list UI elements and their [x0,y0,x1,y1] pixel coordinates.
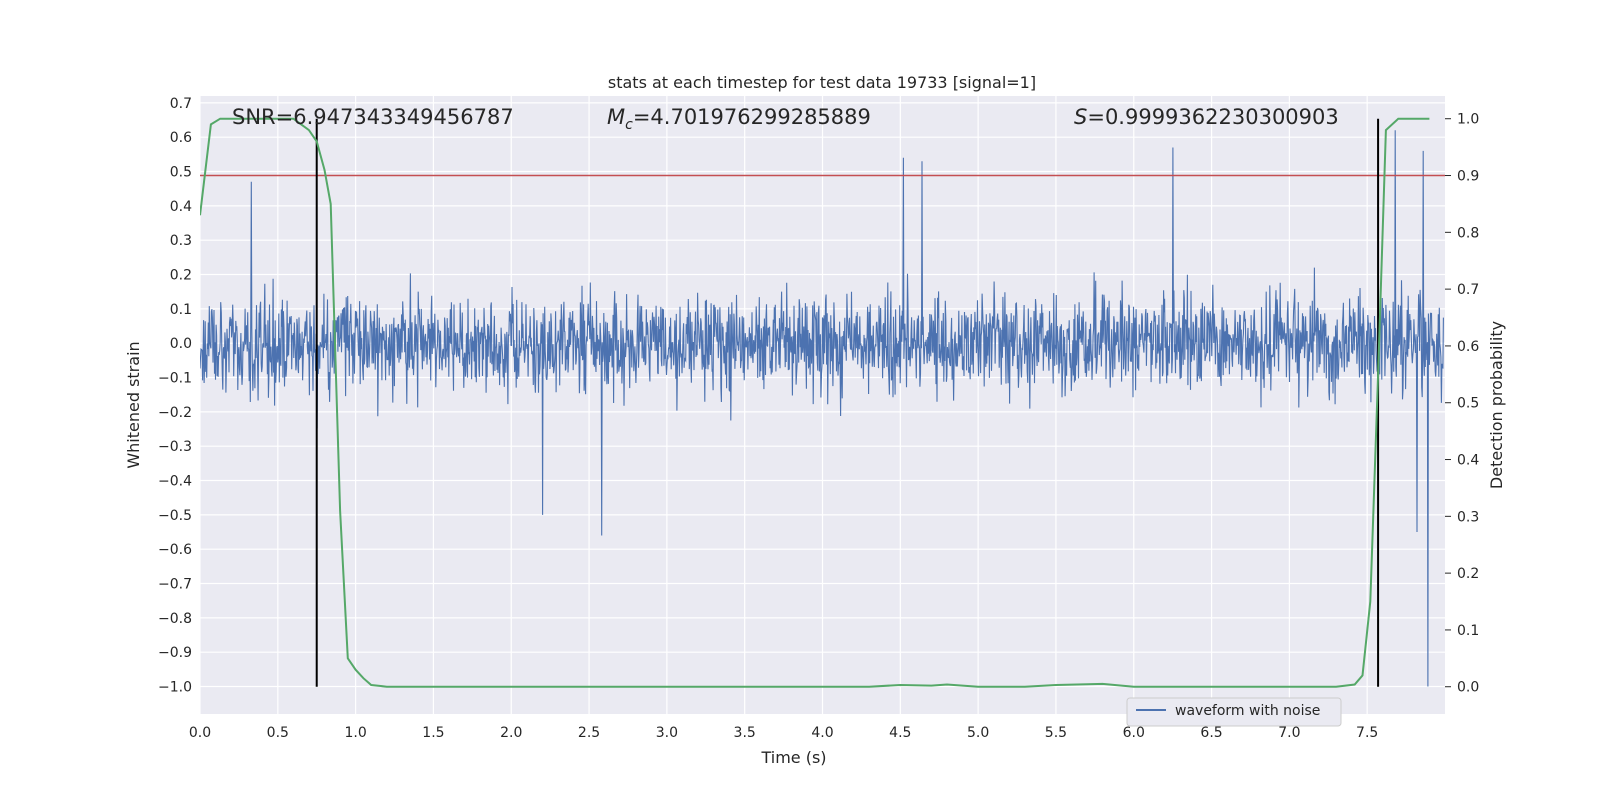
score-annotation: S=0.9999362230300903 [1074,105,1339,129]
y2-tick-label: 0.6 [1457,339,1479,355]
y-tick-label: −0.3 [158,439,192,455]
y-tick-label: 0.5 [170,165,192,181]
x-axis-title: Time (s) [760,748,826,767]
y2-tick-label: 0.1 [1457,623,1479,639]
y-tick-label: −0.9 [158,645,192,661]
x-tick-label: 4.5 [889,725,911,741]
x-tick-label: 7.0 [1278,725,1300,741]
y2-tick-label: 0.2 [1457,566,1479,582]
y2-tick-label: 0.8 [1457,225,1479,241]
y2-tick-label: 0.0 [1457,680,1479,696]
y-tick-label: −1.0 [158,680,192,696]
mc-value: =4.701976299285889 [633,105,871,129]
snr-annotation: SNR=6.947343349456787 [232,105,514,129]
x-tick-label: 0.5 [267,725,289,741]
x-tick-label: 4.0 [811,725,833,741]
y2-tick-label: 0.7 [1457,282,1479,298]
grid-lines [199,96,1445,714]
chirp-mass-annotation: Mc=4.701976299285889 [607,105,871,133]
y-tick-label: −0.4 [158,474,192,490]
waveform-series [200,130,1444,687]
x-tick-label: 0.0 [189,725,211,741]
y2-tick-label: 0.5 [1457,396,1479,412]
legend-box [1126,697,1342,727]
x-tick-label: 2.5 [578,725,600,741]
y-tick-label: 0.2 [170,268,192,284]
x-tick-label: 1.5 [422,725,444,741]
x-tick-label: 6.0 [1123,725,1145,741]
y2-tick-label: 0.3 [1457,509,1479,525]
y2-axis-title: Detection probability [1487,321,1506,489]
y-tick-label: 0.1 [170,302,192,318]
x-tick-label: 3.5 [734,725,756,741]
x-tick-label: 7.5 [1356,725,1378,741]
y-tick-label: −0.5 [158,508,192,524]
y-tick-label: 0.4 [170,199,192,215]
x-tick-label: 5.0 [967,725,989,741]
y2-tick-label: 1.0 [1457,112,1479,128]
y-axis-ticks: 0.7 0.6 0.5 0.4 0.3 0.2 0.1 0.0 −0.1 −0.2 −0.3 −0.4… [158,96,192,696]
x-tick-label: 5.5 [1045,725,1067,741]
x-tick-label: 6.5 [1200,725,1222,741]
y-tick-label: 0.3 [170,233,192,249]
y2-axis-ticks: 1.0 0.9 0.8 0.7 0.6 0.5 0.4 0.3 0.2 0.1 0.0 [1445,112,1479,696]
y-tick-label: 0.7 [170,96,192,112]
s-symbol: S [1074,105,1087,129]
y-tick-label: −0.8 [158,611,192,627]
chart-title: stats at each timestep for test data 197… [608,73,1036,92]
mc-subscript: c [625,117,633,133]
y-tick-label: −0.7 [158,577,192,593]
y-tick-label: 0.0 [170,336,192,352]
y-tick-label: −0.1 [158,371,192,387]
y2-tick-label: 0.4 [1457,453,1479,469]
y-tick-label: −0.6 [158,542,192,558]
x-tick-label: 2.0 [500,725,522,741]
x-tick-label: 1.0 [344,725,366,741]
s-value: =0.9999362230300903 [1087,105,1338,129]
x-axis-ticks: 0.0 0.5 1.0 1.5 2.0 2.5 3.0 3.5 4.0 4.5 5.0 5.5 6.0 6… [189,725,1378,741]
legend: waveform with noise [1126,697,1342,727]
legend-label: waveform with noise [1175,703,1320,719]
detection-probability-series [200,117,1430,688]
y2-tick-label: 0.9 [1457,169,1479,185]
mc-symbol: M [607,105,625,129]
y-tick-label: −0.2 [158,405,192,421]
x-tick-label: 3.0 [656,725,678,741]
y-axis-title: Whitened strain [124,341,143,468]
y-tick-label: 0.6 [170,130,192,146]
